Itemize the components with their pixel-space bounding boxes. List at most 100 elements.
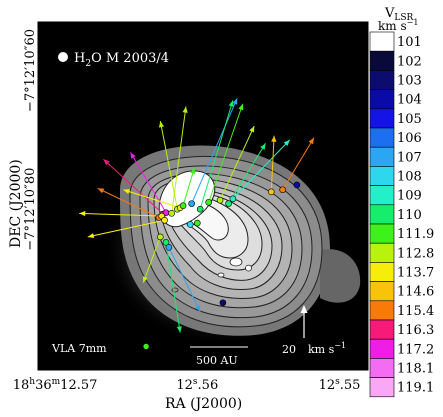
colorbar-swatch — [369, 31, 395, 52]
colorbar-swatch — [369, 319, 395, 340]
maser-arrow-head — [271, 135, 277, 142]
maser-arrow-head — [195, 305, 201, 312]
colorbar-label: 117.2 — [397, 342, 434, 357]
x-tick-label-part: s — [335, 377, 340, 387]
maser-arrow — [130, 152, 167, 213]
maser-arrow-head — [97, 188, 105, 194]
maser-arrow — [171, 106, 187, 214]
colorbar-title-sub: LSR — [394, 13, 413, 23]
velocity-scale-value: 20 — [282, 343, 296, 356]
y-axis-title: DEC (J2000) — [8, 159, 24, 248]
colorbar-swatch — [369, 204, 395, 225]
colorbar-swatch — [369, 89, 395, 110]
maser-point — [188, 200, 195, 207]
velocity-scale-exp: −1 — [334, 341, 346, 350]
x-tick-label: 12s.55 — [319, 377, 361, 393]
colorbar-label: 116.3 — [397, 323, 434, 338]
colorbar-swatch — [369, 146, 395, 167]
x-tick-label-part: .56 — [198, 378, 219, 393]
maser-point — [196, 205, 204, 213]
colorbar-swatch — [369, 70, 395, 90]
x-tick-label: 12s.56 — [176, 377, 218, 393]
maser-arrow — [87, 219, 165, 238]
maser-arrow-head — [87, 233, 95, 239]
maser-arrow-head — [142, 276, 148, 283]
maser-arrow — [79, 212, 162, 217]
colorbar-label: 106 — [397, 131, 422, 146]
colorbar-swatch — [369, 185, 395, 206]
colorbar-label: 104 — [397, 93, 422, 108]
maser-point — [216, 196, 224, 204]
colorbar-unit-exp: −1 — [407, 18, 419, 27]
maser-arrow-head — [79, 210, 86, 217]
maser-arrow — [97, 187, 160, 218]
maser-arrow — [142, 236, 161, 283]
velocity-scale-unit: km s — [308, 343, 335, 356]
x-tick-label: 18h36m12.57 — [13, 377, 98, 393]
maser-point — [161, 216, 168, 224]
maser-arrow-head — [238, 103, 244, 111]
maser-arrow — [123, 189, 181, 209]
legend-marker-dot — [58, 52, 68, 62]
maser-point — [165, 243, 173, 251]
maser-point — [219, 299, 227, 307]
x-tick-label-part: 36 — [35, 378, 52, 393]
maser-arrow — [182, 167, 195, 206]
maser-arrow — [199, 100, 234, 210]
maser-arrow-head — [123, 189, 130, 195]
colorbar-label: 107 — [397, 150, 422, 165]
maser-arrow — [270, 135, 275, 192]
maser-arrow — [165, 242, 181, 333]
svg-text:H2O M 2003/4: H2O M 2003/4 — [74, 51, 169, 69]
x-tick-label-part: 12 — [319, 378, 336, 393]
colorbar-label: 101 — [397, 35, 422, 50]
colorbar-label: 103 — [397, 74, 422, 89]
tick-layer: 18h36m12.57 12s.56 12s.55−7°12′10″60−7°12′… — [13, 22, 368, 393]
maser-point — [293, 181, 301, 189]
colorbar-label: 118.1 — [397, 362, 434, 377]
instrument-label: VLA 7mm — [51, 342, 107, 355]
colorbar-swatch — [369, 166, 395, 186]
maser-arrow-head — [228, 100, 234, 107]
legend-marker-tail: O M 2003/4 — [91, 51, 169, 66]
colorbar-swatch — [369, 127, 395, 148]
maser-point — [157, 233, 164, 241]
maser-arrow-head — [260, 143, 266, 150]
maser-point — [179, 202, 187, 210]
maser-point — [186, 221, 194, 228]
maser-layer — [79, 98, 315, 350]
velocity-scale-arrow-head — [300, 305, 308, 313]
colorbar-label: 105 — [397, 112, 422, 127]
x-axis-title: RA (J2000) — [165, 396, 242, 412]
maser-arrow-head — [190, 167, 196, 175]
maser-point — [205, 198, 212, 206]
colorbar-label: 110 — [397, 208, 422, 223]
svg-text:km s−1: km s−1 — [378, 18, 418, 33]
colorbar-label: 108 — [397, 170, 422, 185]
maser-arrow — [103, 158, 164, 215]
maser-arrow-head — [283, 139, 290, 146]
colorbar-label: 119.1 — [397, 381, 434, 396]
colorbar-title: VLSR km s−1 — [378, 6, 418, 33]
colorbar-swatch — [369, 300, 395, 321]
maser-arrow-head — [176, 326, 182, 333]
maser-arrow — [168, 247, 201, 312]
colorbar-swatch — [369, 262, 395, 282]
maser-point — [267, 188, 275, 196]
colorbar-label: 114.6 — [397, 285, 434, 300]
maser-point — [225, 200, 232, 207]
maser-point — [229, 195, 237, 203]
x-tick-label-part: .55 — [340, 378, 361, 393]
colorbar-label: 111.9 — [397, 227, 434, 242]
colorbar-unit: km s — [378, 19, 407, 33]
legend-marker-label: H — [74, 51, 85, 66]
maser-point — [194, 219, 201, 227]
maser-arrow — [228, 143, 267, 204]
scalebar: 500 AU — [190, 346, 248, 367]
x-tick-label-part: 18 — [13, 378, 30, 393]
velocity-scale: 20 km s−1 — [282, 305, 346, 356]
maser-arrow — [191, 98, 238, 204]
maser-arrow — [219, 125, 255, 201]
x-tick-label-part: m — [52, 377, 61, 387]
